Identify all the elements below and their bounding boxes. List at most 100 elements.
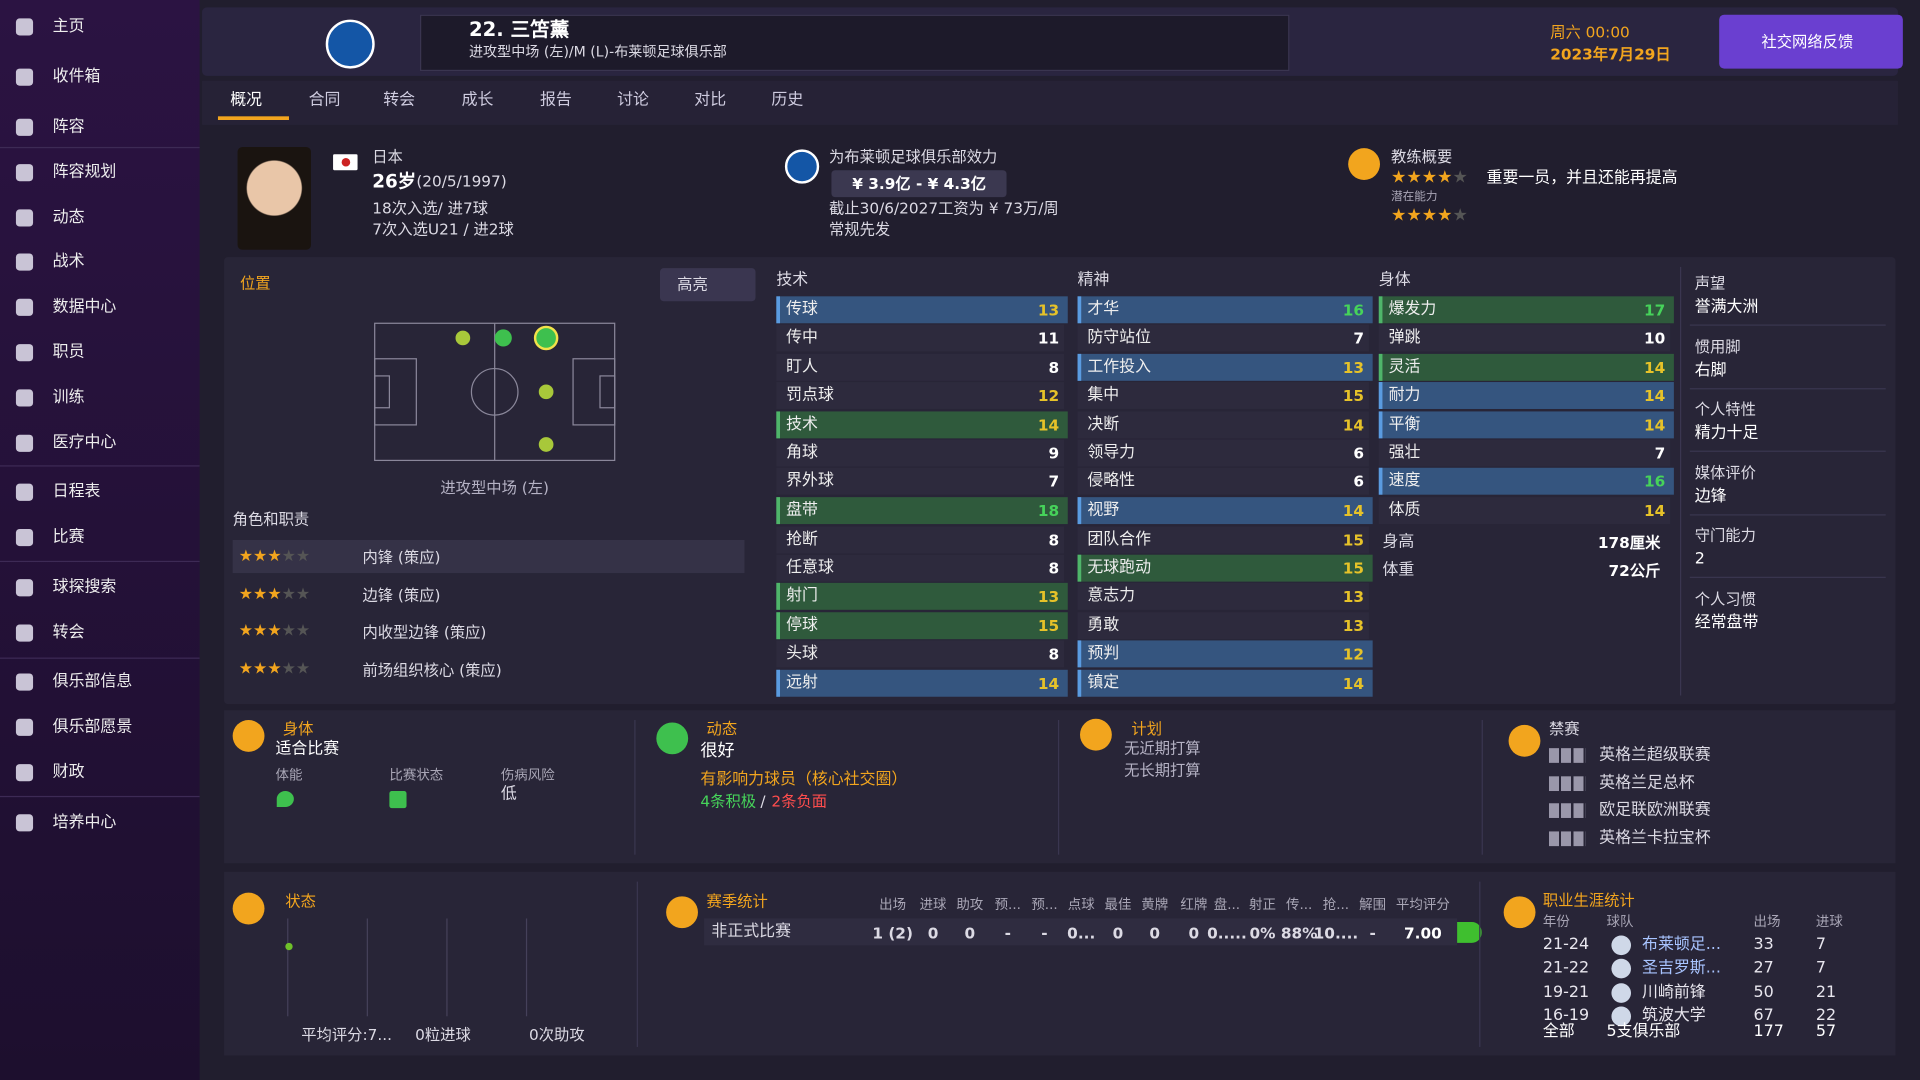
attribute-name: 团队合作 bbox=[1087, 530, 1152, 549]
condition-title[interactable]: 身体 bbox=[282, 719, 314, 738]
club-badge-mini bbox=[1611, 1006, 1632, 1027]
role[interactable]: 内锋 (策应) bbox=[362, 547, 441, 567]
sidebar-item[interactable]: 俱乐部愿景 bbox=[52, 717, 133, 737]
position-title[interactable]: 位置 bbox=[240, 273, 271, 293]
feedback-button-label[interactable]: 社交网络反馈 bbox=[1761, 32, 1854, 51]
role[interactable]: 内收型边锋 (策应) bbox=[362, 622, 487, 642]
attribute-row bbox=[776, 439, 1065, 467]
sidebar-item[interactable]: 财政 bbox=[52, 763, 85, 782]
attribute-row bbox=[1077, 497, 1373, 525]
birth-date: (20/5/1997) bbox=[416, 172, 507, 191]
sidebar-item[interactable]: 职员 bbox=[52, 343, 85, 362]
highlight-button[interactable]: 高亮 bbox=[677, 274, 708, 294]
form-title[interactable]: 状态 bbox=[285, 892, 316, 911]
height: 178厘米 bbox=[1597, 533, 1661, 552]
sidebar-item[interactable]: 阵容规划 bbox=[52, 163, 117, 182]
career-cell: 16-19 bbox=[1542, 1006, 1590, 1026]
feedback-button[interactable] bbox=[1719, 14, 1903, 69]
plans-title[interactable]: 计划 bbox=[1131, 719, 1163, 738]
weight: 72公斤 bbox=[1608, 561, 1661, 580]
attribute-row bbox=[776, 612, 1068, 640]
stats-cell: - bbox=[1004, 923, 1011, 943]
coach-icon bbox=[1348, 148, 1380, 180]
attribute-row bbox=[1077, 411, 1369, 439]
career-cell: 33 bbox=[1753, 935, 1774, 955]
ban-competition: 英格兰卡拉宝杯 bbox=[1599, 829, 1711, 848]
potential-ability-stars: ★★★★★ bbox=[1391, 205, 1468, 226]
selected-role-row bbox=[232, 540, 745, 574]
attribute-value: 13 bbox=[1342, 358, 1365, 377]
role[interactable]: 前场组织核心 (策应) bbox=[362, 660, 502, 679]
role[interactable]: 边锋 (策应) bbox=[362, 585, 441, 604]
attribute-name: 界外球 bbox=[786, 471, 834, 491]
attribute-value: 14 bbox=[1342, 674, 1365, 693]
career-title[interactable]: 职业生涯统计 bbox=[1542, 890, 1635, 910]
attribute-name: 集中 bbox=[1087, 385, 1120, 405]
stats-cell: 88% bbox=[1280, 923, 1318, 943]
stats-header: 红牌 bbox=[1180, 896, 1208, 913]
condition-value: 适合比赛 bbox=[275, 739, 340, 759]
role-stars: ★★★★★ bbox=[238, 547, 311, 566]
club-badge-mini bbox=[1611, 958, 1632, 979]
highlight-dropdown[interactable] bbox=[660, 268, 756, 302]
sidebar-item[interactable]: 训练 bbox=[52, 388, 85, 407]
sidebar-item[interactable]: 转会 bbox=[52, 623, 85, 642]
contract: 截止30/6/2027工资为 ¥ 73万/周 bbox=[828, 198, 1059, 218]
attribute-value: 14 bbox=[1643, 358, 1666, 377]
sidebar-divider bbox=[0, 560, 200, 563]
weight-label: 体重 bbox=[1382, 561, 1415, 580]
ban-competition: 英格兰超级联赛 bbox=[1599, 745, 1711, 765]
sidebar-item[interactable]: 收件箱 bbox=[52, 67, 101, 86]
sidebar-item[interactable]: 俱乐部信息 bbox=[52, 672, 133, 691]
sidebar-item[interactable]: 培养中心 bbox=[52, 813, 117, 832]
tab[interactable]: 成长 bbox=[461, 90, 494, 110]
tab[interactable]: 报告 bbox=[540, 90, 572, 110]
flag bbox=[333, 154, 358, 171]
attribute-row bbox=[776, 382, 1065, 409]
tab[interactable]: 合同 bbox=[308, 90, 341, 110]
attribute-value: 14 bbox=[1342, 415, 1365, 435]
tab[interactable]: 对比 bbox=[694, 90, 727, 110]
sidebar-item[interactable]: 战术 bbox=[52, 252, 85, 271]
sidebar-item[interactable]: 日程表 bbox=[52, 482, 101, 502]
attribute-row bbox=[776, 526, 1065, 554]
dynamics-positive: 4条积极 bbox=[700, 791, 757, 810]
attribute-value: 15 bbox=[1342, 558, 1365, 578]
attribute-value: 14 bbox=[1643, 501, 1666, 520]
dynamics-title[interactable]: 动态 bbox=[706, 719, 738, 738]
tab[interactable]: 历史 bbox=[771, 90, 804, 110]
attribute-row bbox=[776, 296, 1068, 324]
role-stars: ★★★★★ bbox=[238, 584, 311, 604]
attribute-name: 才华 bbox=[1087, 300, 1120, 319]
season-stats-title[interactable]: 赛季统计 bbox=[706, 892, 768, 911]
stats-cell: 0 bbox=[1149, 923, 1161, 943]
ban-bars bbox=[1548, 748, 1586, 763]
attribute-value: 14 bbox=[1342, 501, 1365, 520]
attribute-row bbox=[776, 640, 1065, 668]
attribute-name: 勇敢 bbox=[1087, 616, 1120, 635]
attribute-row bbox=[1077, 582, 1369, 610]
attribute-name: 防守站位 bbox=[1087, 328, 1152, 347]
tab[interactable]: 概况 bbox=[230, 90, 263, 110]
sidebar-item[interactable]: 医疗中心 bbox=[52, 433, 117, 453]
search-field[interactable] bbox=[420, 14, 1290, 72]
sidebar-icon bbox=[15, 68, 34, 86]
sidebar-item[interactable]: 主页 bbox=[52, 17, 85, 36]
sidebar-item[interactable]: 阵容 bbox=[52, 117, 85, 137]
sidebar-item[interactable]: 比赛 bbox=[52, 528, 85, 547]
sidebar-item[interactable]: 球探搜索 bbox=[52, 578, 117, 597]
attribute-row bbox=[1378, 497, 1671, 525]
detail-label[interactable]: 个人习惯 bbox=[1694, 588, 1756, 608]
attribute-name: 强壮 bbox=[1388, 443, 1421, 462]
attribute-name: 弹跳 bbox=[1388, 328, 1421, 347]
tab[interactable]: 讨论 bbox=[617, 90, 649, 110]
stats-header: 最佳 bbox=[1104, 896, 1132, 913]
attribute-value: 14 bbox=[1037, 415, 1060, 435]
career-total: 57 bbox=[1815, 1022, 1837, 1042]
career-total: 全部 bbox=[1542, 1022, 1575, 1042]
sidebar-item[interactable]: 数据中心 bbox=[52, 297, 117, 317]
attribute-value: 13 bbox=[1037, 300, 1060, 319]
sidebar-item[interactable]: 动态 bbox=[52, 208, 85, 227]
tab[interactable]: 转会 bbox=[383, 90, 416, 110]
attribute-value: 12 bbox=[1037, 386, 1060, 405]
